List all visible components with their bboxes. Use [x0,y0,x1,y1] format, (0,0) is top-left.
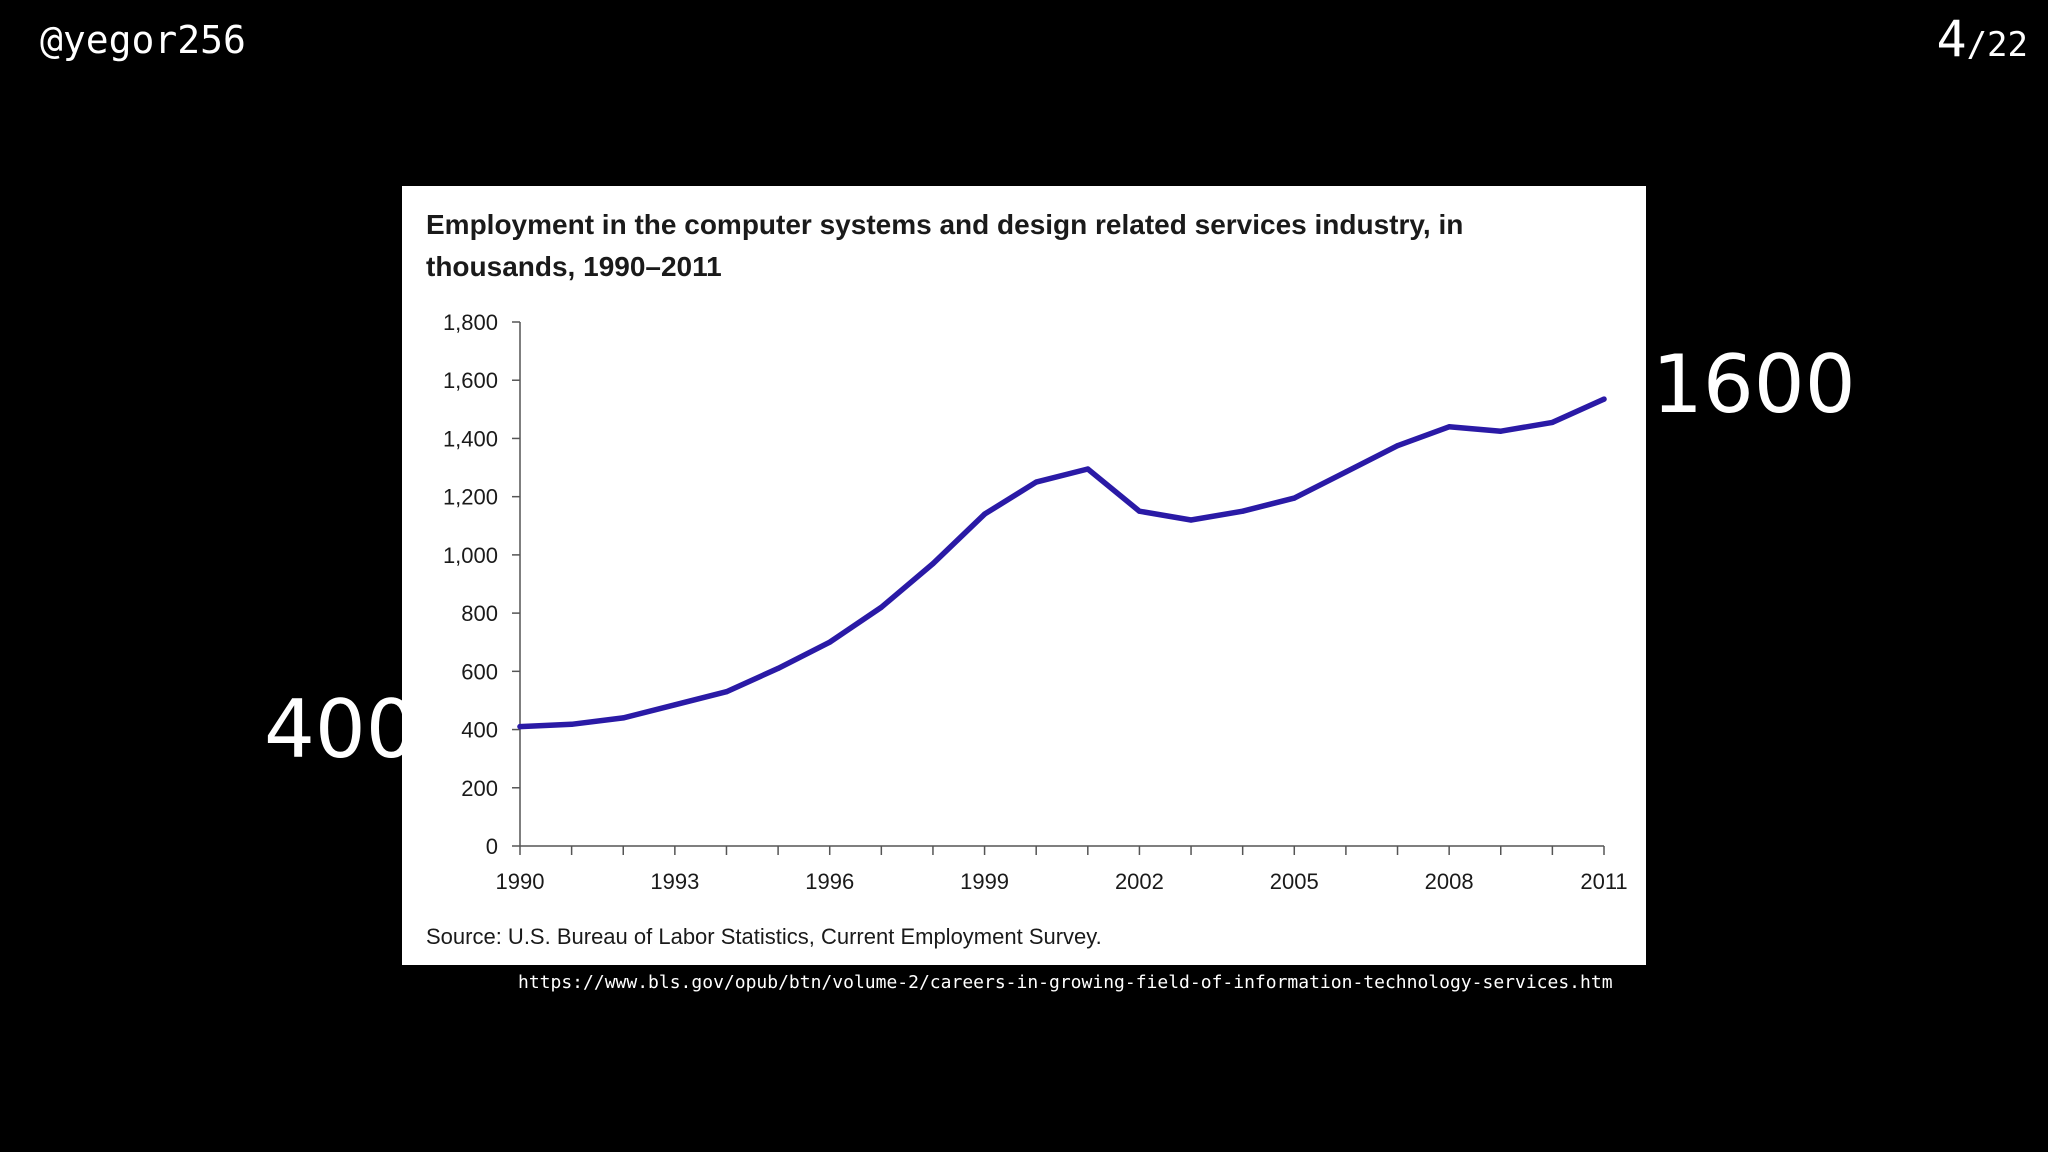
x-tick-label: 1993 [650,869,699,894]
x-tick-label: 2008 [1425,869,1474,894]
annotation-1600: 1600 [1652,338,1856,431]
page-total: 22 [1987,25,2028,65]
page-counter: 4/22 [1936,10,2028,68]
data-point [930,561,936,567]
data-point [982,511,988,517]
data-point [1085,466,1091,472]
y-tick-label: 1,400 [443,426,498,451]
data-point [775,665,781,671]
handle: @yegor256 [40,18,246,62]
y-tick-label: 200 [461,776,498,801]
chart-source: Source: U.S. Bureau of Labor Statistics,… [426,924,1102,949]
data-point [1343,469,1349,475]
x-tick-label: 1996 [805,869,854,894]
data-point [1291,495,1297,501]
y-tick-label: 1,200 [443,485,498,510]
data-point [1188,517,1194,523]
data-point [1033,479,1039,485]
data-point [723,689,730,695]
source-url: https://www.bls.gov/opub/btn/volume-2/ca… [518,972,1613,993]
data-point [569,721,575,727]
data-point [517,724,523,730]
page-separator: / [1966,25,1988,65]
x-tick-label: 2005 [1270,869,1319,894]
data-point [1601,396,1607,402]
data-point [1240,508,1246,514]
annotation-400: 400 [264,683,417,776]
data-point [672,702,678,708]
y-tick-label: 1,600 [443,368,498,393]
chart-title: Employment in the computer systems and d… [426,209,1464,282]
data-point [620,715,626,721]
y-tick-label: 400 [461,718,498,743]
y-tick-label: 600 [461,659,498,684]
data-point [1446,424,1452,430]
data-point [878,604,884,610]
data-point [827,639,833,645]
page-current: 4 [1936,10,1967,68]
x-tick-label: 2011 [1580,869,1627,894]
chart-plot: 0 200 400 600 800 1,000 1,200 1,400 1,600 1,800 19… [443,310,1628,894]
y-tick-label: 0 [486,834,498,859]
x-tick-label: 1999 [960,869,1009,894]
y-tick-label: 1,000 [443,543,498,568]
data-point [1549,419,1555,425]
y-tick-label: 1,800 [443,310,498,335]
series-line-0 [517,396,1607,730]
data-point [1136,508,1142,514]
data-point [1498,428,1504,434]
x-tick-label: 2002 [1115,869,1164,894]
x-tick-label: 1990 [496,869,545,894]
data-point [1394,443,1401,449]
y-tick-label: 800 [461,601,498,626]
chart-panel: Employment in the computer systems and d… [402,186,1646,965]
